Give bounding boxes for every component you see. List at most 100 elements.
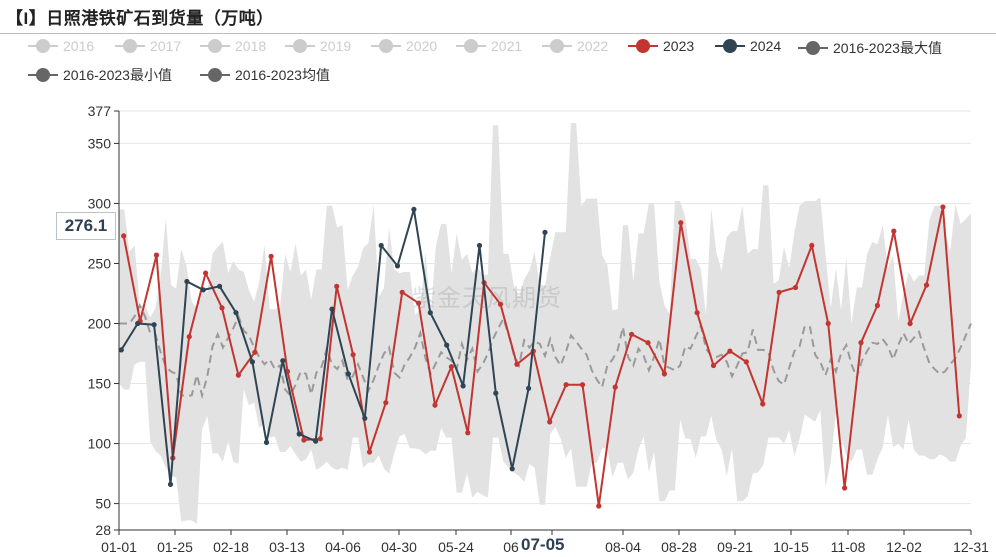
series-2023-point [678, 220, 684, 226]
x-tick-label: 04-06 [325, 539, 361, 555]
y-tick-label: 250 [88, 255, 112, 271]
series-2024-point [329, 306, 335, 312]
series-2023-point [252, 349, 258, 355]
x-tick-label: 08-28 [661, 539, 697, 555]
legend-item-2016-2023最大值[interactable]: 2016-2023最大值 [798, 38, 942, 58]
legend-symbol-icon [798, 41, 828, 55]
legend-item-2019[interactable]: 2019 [285, 38, 351, 54]
series-2023-point [792, 284, 799, 291]
x-tick-label: 06 [503, 539, 519, 555]
series-2023-point [121, 233, 127, 239]
series-2023-point [399, 289, 405, 295]
legend-item-2016[interactable]: 2016 [28, 38, 94, 54]
y-tick-label: 377 [88, 103, 112, 119]
legend-item-2024[interactable]: 2024 [715, 38, 781, 54]
series-2024-point [280, 358, 286, 364]
legend-label: 2016-2023均值 [235, 67, 330, 83]
x-tick-label: 09-21 [717, 539, 753, 555]
x-tick-label: 04-30 [381, 539, 417, 555]
series-2023-point [497, 301, 504, 307]
legend-item-2022[interactable]: 2022 [542, 38, 608, 54]
series-2023-point [809, 242, 815, 249]
series-2023-point [842, 485, 848, 491]
series-2023-point [825, 320, 831, 327]
x-tick-label: 12-31 [953, 539, 989, 555]
series-2024-point [476, 242, 483, 249]
legend-label: 2021 [491, 38, 523, 54]
series-2024-point [444, 342, 450, 348]
legend-label: 2017 [150, 38, 182, 54]
y-tick-label: 200 [88, 316, 112, 332]
series-2023-point [710, 362, 717, 369]
x-tick-label: 12-02 [886, 539, 922, 555]
y-tick-label: 28 [95, 522, 111, 538]
series-2023-point [547, 419, 553, 425]
legend-item-2016-2023最小值[interactable]: 2016-2023最小值 [28, 65, 172, 85]
series-2024-point [542, 229, 548, 235]
series-2024-point [233, 310, 239, 316]
series-2024-point [493, 390, 499, 396]
legend-label: 2020 [406, 38, 438, 54]
series-2024-point [362, 415, 368, 421]
series-2023-point [760, 401, 766, 407]
avg-line-2016-2023 [119, 303, 972, 400]
series-2023-point [366, 449, 373, 455]
x-tick-label: 03-13 [269, 539, 305, 555]
legend-item-2018[interactable]: 2018 [200, 38, 266, 54]
legend-symbol-icon [285, 39, 315, 53]
legend-symbol-icon [715, 39, 745, 53]
series-2024-point [460, 383, 466, 389]
series-2023-point [891, 228, 897, 234]
series-2024-point [296, 431, 302, 437]
legend-symbol-icon [371, 39, 401, 53]
x-tick-label: 01-01 [101, 539, 137, 555]
legend-label: 2024 [750, 38, 782, 54]
series-2024-point [167, 481, 174, 487]
legend-symbol-icon [200, 39, 230, 53]
legend-item-2017[interactable]: 2017 [115, 38, 181, 54]
series-2024-point [378, 242, 384, 249]
legend-item-2016-2023均值[interactable]: 2016-2023均值 [200, 65, 330, 85]
legend-symbol-icon [456, 39, 486, 53]
series-2023-point [448, 364, 454, 370]
series-2024-point [135, 320, 141, 327]
series-2023-point [514, 361, 520, 367]
series-2023-point [317, 436, 323, 442]
series-2024-point [249, 359, 255, 365]
series-2024-point [394, 263, 401, 269]
y-tick-label: 100 [88, 436, 112, 452]
series-2024-point [263, 439, 270, 445]
series-2023-point [923, 282, 930, 288]
legend-symbol-icon [28, 39, 58, 53]
x-tick-label: 08-04 [605, 539, 641, 555]
series-2023-point [645, 340, 651, 346]
series-2024-point [345, 371, 351, 377]
watermark: 紫金天风期货 [412, 285, 562, 312]
series-2024-point [217, 283, 223, 289]
series-2023-point [907, 320, 913, 327]
series-2023-point [383, 400, 389, 406]
series-2023-point [186, 334, 192, 340]
series-2023-point [350, 352, 356, 358]
x-tick-label: 05-24 [438, 539, 474, 555]
legend-item-2020[interactable]: 2020 [371, 38, 437, 54]
series-2023-point [465, 430, 471, 436]
title-divider [0, 33, 996, 34]
legend-label: 2022 [577, 38, 609, 54]
legend-item-2023[interactable]: 2023 [628, 38, 694, 54]
series-2023-point [235, 372, 241, 378]
legend-symbol-icon [28, 68, 58, 82]
legend-label: 2016 [63, 38, 95, 54]
series-2023-point [940, 204, 946, 210]
x-tick-label: 02-18 [213, 539, 249, 555]
legend-item-2021[interactable]: 2021 [456, 38, 522, 54]
series-2023-point [153, 252, 160, 258]
series-2023-point [301, 437, 307, 443]
y-axis-pointer-label: 276.1 [56, 212, 116, 240]
x-tick-label: 11-08 [831, 539, 866, 555]
series-2024-point [118, 347, 124, 353]
series-2023-point [596, 503, 602, 509]
legend-label: 2019 [320, 38, 352, 54]
x-axis-pointer-label: 07-05 [521, 535, 565, 554]
